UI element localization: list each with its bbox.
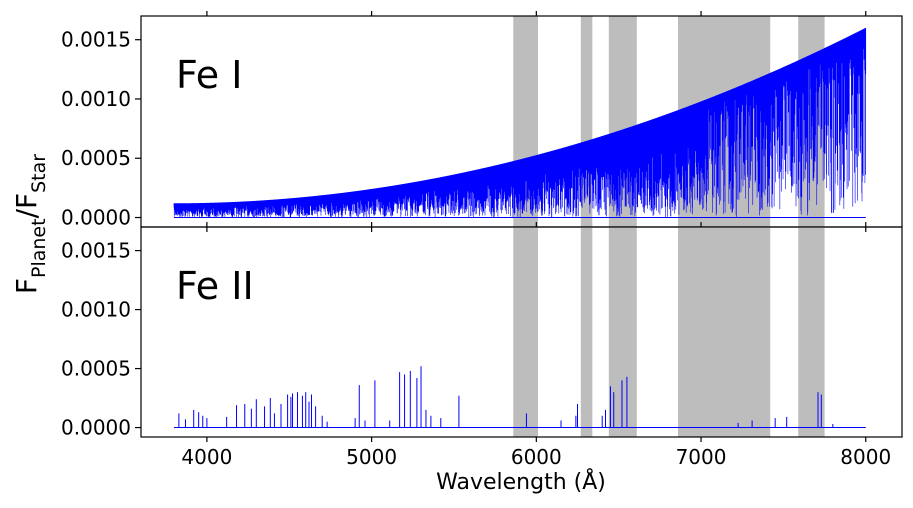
y-label-f-star: F	[10, 193, 43, 209]
shaded-region-3	[677, 227, 771, 437]
y-tick-label-2: 0.0010	[61, 87, 131, 111]
panel-fe-i: 0.0000 0.0005 0.0010 0.0015 Fe I	[61, 11, 903, 232]
y-tick-label-0: 0.0000	[61, 416, 131, 440]
shaded-region-0	[513, 227, 538, 437]
y-tick-label-2: 0.0010	[61, 298, 131, 322]
x-tick-label-1: 5000	[346, 445, 397, 469]
shaded-region-1	[580, 227, 593, 437]
panel-label-0: Fe I	[176, 53, 242, 97]
y-tick-label-0: 0.0000	[61, 206, 131, 230]
x-axis-label: Wavelength (Å)	[436, 468, 606, 495]
y-tick-label-3: 0.0015	[61, 239, 131, 263]
y-axis-label: FPlanet/FStar	[10, 154, 50, 294]
y-label-sub-star: Star	[28, 154, 50, 193]
x-tick-label-3: 7000	[676, 445, 727, 469]
panel-label-1: Fe II	[176, 264, 254, 308]
x-tick-label-4: 8000	[840, 445, 891, 469]
y-label-f-planet: F	[10, 278, 43, 294]
shaded-region-2	[608, 227, 637, 437]
x-tick-label-0: 4000	[181, 445, 232, 469]
x-tick-label-2: 6000	[511, 445, 562, 469]
y-label-sub-planet: Planet	[28, 218, 50, 278]
y-label-slash: /	[10, 208, 43, 218]
y-tick-label-1: 0.0005	[61, 146, 131, 170]
spectrum-fe-i	[173, 27, 867, 218]
shaded-region-4	[798, 227, 825, 437]
y-tick-label-1: 0.0005	[61, 357, 131, 381]
panel-fe-ii: 0.0000 0.0005 0.0010 0.0015 4000 5000 6000 7000…	[61, 222, 903, 469]
plot-frame-1	[140, 226, 903, 438]
shaded-region-1	[580, 16, 593, 227]
y-tick-label-3: 0.0015	[61, 28, 131, 52]
